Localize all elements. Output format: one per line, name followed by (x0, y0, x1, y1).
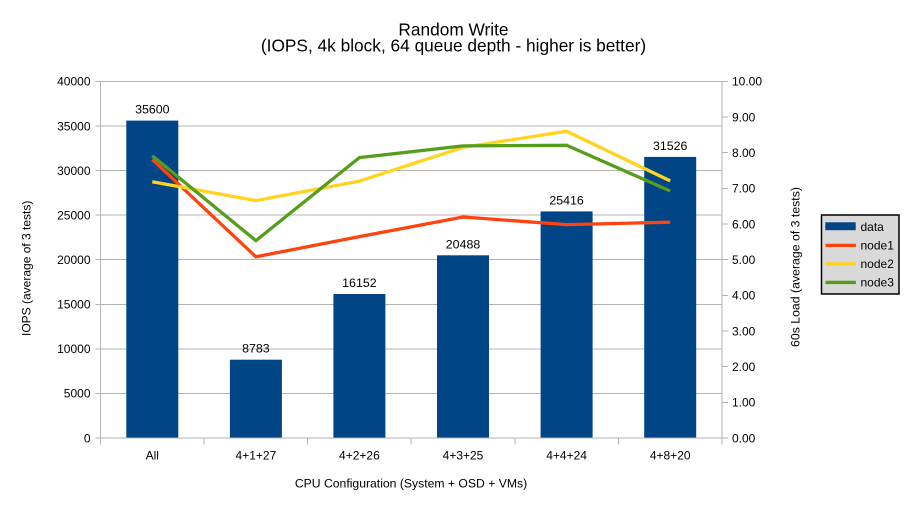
svg-text:10.00: 10.00 (732, 75, 762, 89)
svg-text:25416: 25416 (549, 193, 584, 207)
svg-text:1.00: 1.00 (732, 396, 756, 410)
svg-text:4+4+24: 4+4+24 (546, 449, 587, 463)
svg-text:10000: 10000 (57, 342, 91, 356)
svg-text:6.00: 6.00 (732, 217, 756, 231)
svg-text:7.00: 7.00 (732, 182, 756, 196)
svg-text:20488: 20488 (446, 237, 481, 251)
svg-text:node2: node2 (861, 257, 895, 271)
svg-text:4.00: 4.00 (732, 289, 756, 303)
svg-text:8783: 8783 (242, 342, 270, 356)
svg-text:35000: 35000 (57, 119, 91, 133)
svg-text:9.00: 9.00 (732, 110, 756, 124)
svg-text:4+2+26: 4+2+26 (339, 449, 380, 463)
svg-text:31526: 31526 (653, 139, 688, 153)
svg-text:60s Load (average of 3 tests): 60s Load (average of 3 tests) (788, 187, 802, 347)
svg-text:3.00: 3.00 (732, 324, 756, 338)
svg-text:15000: 15000 (57, 298, 91, 312)
svg-text:IOPS (average of 3 tests): IOPS (average of 3 tests) (20, 201, 34, 336)
svg-text:All: All (146, 449, 159, 463)
svg-text:0.00: 0.00 (732, 431, 756, 445)
svg-text:Random Write: Random Write (398, 19, 508, 39)
svg-text:40000: 40000 (57, 75, 91, 89)
svg-text:4+3+25: 4+3+25 (443, 449, 484, 463)
svg-text:2.00: 2.00 (732, 360, 756, 374)
svg-text:0: 0 (84, 431, 91, 445)
svg-text:node1: node1 (861, 239, 895, 253)
svg-text:35600: 35600 (135, 103, 170, 117)
svg-text:node3: node3 (861, 276, 895, 290)
svg-text:5.00: 5.00 (732, 253, 756, 267)
svg-text:20000: 20000 (57, 253, 91, 267)
svg-text:4+1+27: 4+1+27 (236, 449, 277, 463)
svg-text:5000: 5000 (64, 387, 91, 401)
svg-text:4+8+20: 4+8+20 (650, 449, 691, 463)
svg-text:data: data (861, 220, 885, 234)
svg-text:16152: 16152 (342, 276, 377, 290)
svg-text:(IOPS, 4k block, 64 queue dept: (IOPS, 4k block, 64 queue depth - higher… (261, 35, 646, 55)
svg-text:CPU Configuration (System + OS: CPU Configuration (System + OSD + VMs) (295, 477, 527, 491)
svg-text:8.00: 8.00 (732, 146, 756, 160)
svg-text:30000: 30000 (57, 164, 91, 178)
svg-text:25000: 25000 (57, 208, 91, 222)
